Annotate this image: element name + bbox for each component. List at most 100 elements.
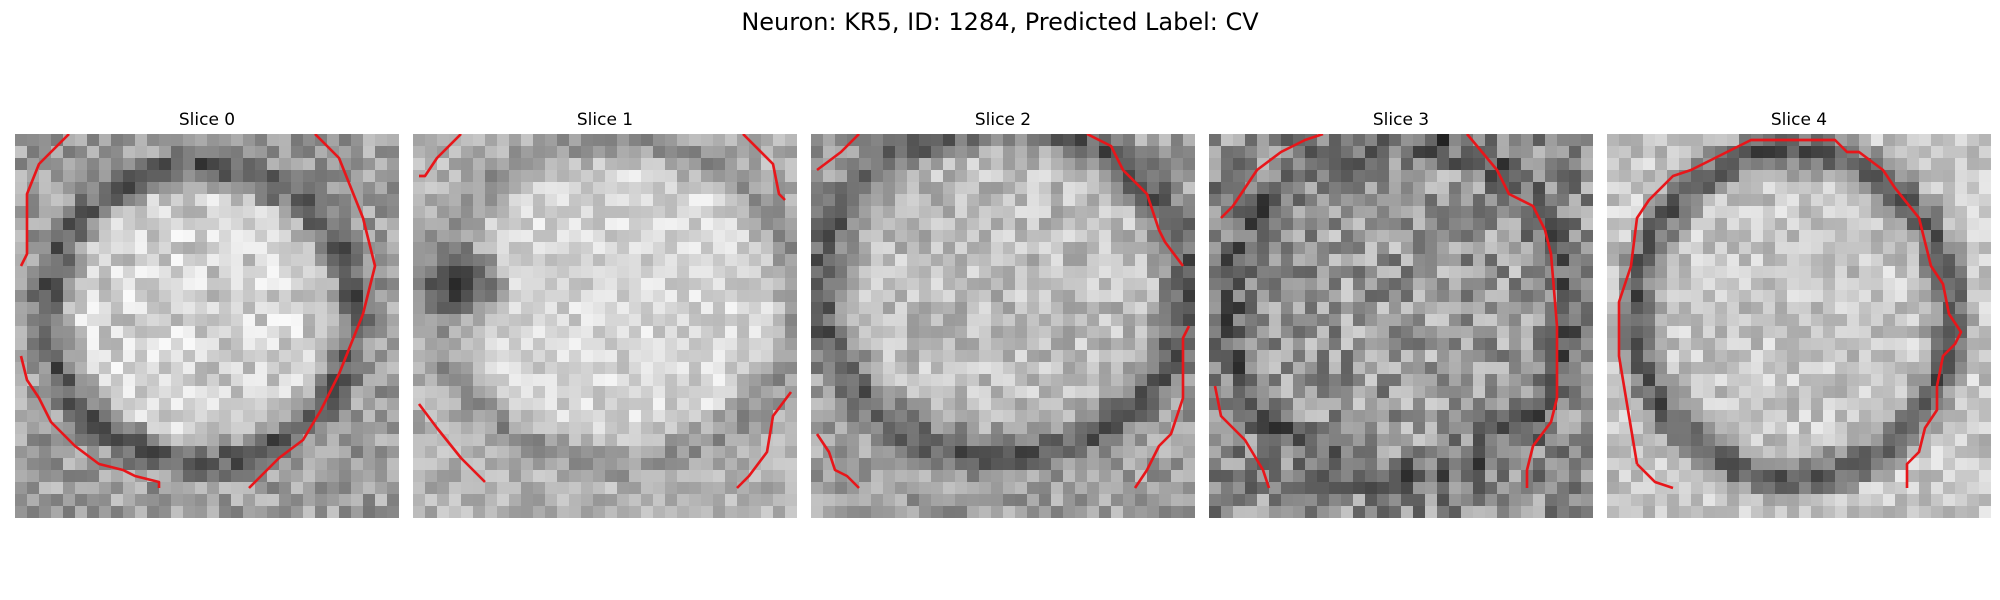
image-pixel xyxy=(1341,374,1354,387)
image-pixel xyxy=(39,494,52,507)
image-pixel xyxy=(267,290,280,303)
image-pixel xyxy=(1943,170,1956,183)
image-pixel xyxy=(339,146,352,159)
image-pixel xyxy=(677,398,690,411)
image-pixel xyxy=(1581,218,1593,231)
image-pixel xyxy=(339,326,352,339)
image-pixel xyxy=(1257,398,1270,411)
image-pixel xyxy=(1931,422,1944,435)
image-pixel xyxy=(749,206,762,219)
image-pixel xyxy=(955,182,968,195)
image-pixel xyxy=(159,446,172,459)
image-pixel xyxy=(979,314,992,327)
image-pixel xyxy=(363,146,376,159)
image-pixel xyxy=(1135,374,1148,387)
image-pixel xyxy=(931,470,944,483)
image-pixel xyxy=(75,194,88,207)
image-pixel xyxy=(1341,290,1354,303)
image-pixel xyxy=(737,206,750,219)
image-pixel xyxy=(1509,290,1522,303)
image-pixel xyxy=(689,266,702,279)
image-pixel xyxy=(1425,254,1438,267)
image-pixel xyxy=(1293,410,1306,423)
image-pixel xyxy=(509,482,522,495)
image-pixel xyxy=(581,482,594,495)
image-pixel xyxy=(1269,134,1282,147)
image-pixel xyxy=(1341,170,1354,183)
image-pixel xyxy=(509,338,522,351)
image-pixel xyxy=(87,470,100,483)
image-pixel xyxy=(605,230,618,243)
image-pixel xyxy=(51,242,64,255)
image-pixel xyxy=(1485,146,1498,159)
image-pixel xyxy=(1667,302,1680,315)
image-pixel xyxy=(231,278,244,291)
image-pixel xyxy=(1087,242,1100,255)
image-pixel xyxy=(1727,374,1740,387)
image-pixel xyxy=(1389,218,1402,231)
image-pixel xyxy=(1907,230,1920,243)
image-pixel xyxy=(713,338,726,351)
image-pixel xyxy=(629,350,642,363)
image-pixel xyxy=(387,218,399,231)
image-pixel xyxy=(1425,314,1438,327)
image-pixel xyxy=(461,482,474,495)
image-pixel xyxy=(39,302,52,315)
image-pixel xyxy=(87,290,100,303)
image-pixel xyxy=(485,362,498,375)
image-pixel xyxy=(1715,326,1728,339)
image-pixel xyxy=(1521,482,1534,495)
image-pixel xyxy=(1051,254,1064,267)
image-pixel xyxy=(1015,290,1028,303)
image-pixel xyxy=(1715,374,1728,387)
image-pixel xyxy=(847,194,860,207)
image-pixel xyxy=(449,230,462,243)
image-pixel xyxy=(1955,338,1968,351)
image-pixel xyxy=(713,146,726,159)
image-pixel xyxy=(1135,242,1148,255)
image-pixel xyxy=(1485,470,1498,483)
image-pixel xyxy=(641,458,654,471)
image-pixel xyxy=(701,194,714,207)
image-pixel xyxy=(1425,470,1438,483)
image-pixel xyxy=(267,242,280,255)
image-pixel xyxy=(1389,134,1402,147)
image-pixel xyxy=(1317,338,1330,351)
image-pixel xyxy=(955,170,968,183)
image-pixel xyxy=(219,146,232,159)
image-pixel xyxy=(1473,170,1486,183)
image-pixel xyxy=(533,494,546,507)
image-pixel xyxy=(243,446,256,459)
image-pixel xyxy=(255,386,268,399)
image-pixel xyxy=(1135,254,1148,267)
image-pixel xyxy=(1703,182,1716,195)
image-pixel xyxy=(1401,362,1414,375)
image-pixel xyxy=(219,194,232,207)
image-pixel xyxy=(1099,242,1112,255)
image-pixel xyxy=(1293,230,1306,243)
image-pixel xyxy=(943,290,956,303)
image-pixel xyxy=(15,242,28,255)
image-pixel xyxy=(1087,410,1100,423)
image-pixel xyxy=(1545,206,1558,219)
image-pixel xyxy=(629,266,642,279)
image-pixel xyxy=(1003,482,1016,495)
image-pixel xyxy=(87,434,100,447)
image-pixel xyxy=(1655,458,1668,471)
image-pixel xyxy=(883,374,896,387)
image-pixel xyxy=(871,422,884,435)
image-pixel xyxy=(761,458,774,471)
image-pixel xyxy=(207,494,220,507)
image-pixel xyxy=(1485,206,1498,219)
image-pixel xyxy=(967,398,980,411)
image-pixel xyxy=(1751,314,1764,327)
image-pixel xyxy=(63,482,76,495)
image-pixel xyxy=(871,254,884,267)
image-pixel xyxy=(27,482,40,495)
image-pixel xyxy=(1931,206,1944,219)
image-pixel xyxy=(1823,422,1836,435)
image-pixel xyxy=(303,410,316,423)
image-pixel xyxy=(255,254,268,267)
image-pixel xyxy=(1317,350,1330,363)
image-pixel xyxy=(1269,314,1282,327)
